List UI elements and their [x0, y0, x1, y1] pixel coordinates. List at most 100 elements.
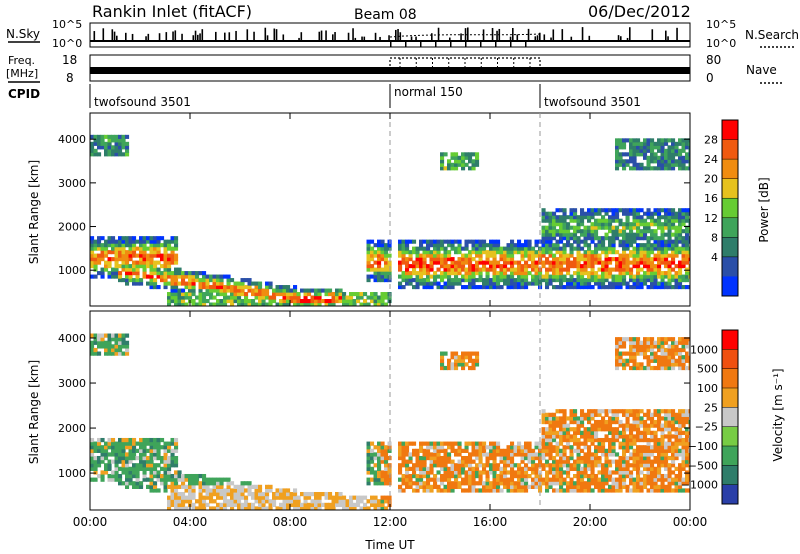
velocity-cell — [205, 484, 210, 489]
velocity-cell — [622, 351, 627, 356]
power-cell — [363, 292, 368, 297]
velocity-cell — [618, 423, 623, 428]
power-cell — [226, 288, 231, 293]
velocity-cell — [622, 452, 627, 457]
velocity-cell — [174, 491, 179, 497]
velocity-cell — [618, 430, 623, 435]
power-cell — [555, 208, 560, 213]
velocity-cell — [482, 466, 487, 471]
velocity-cell — [195, 473, 200, 479]
velocity-cell — [156, 437, 161, 443]
velocity-cell — [457, 481, 462, 486]
power-cell — [552, 274, 557, 279]
velocity-cell — [422, 455, 427, 461]
velocity-cell — [174, 441, 179, 446]
velocity-cell — [636, 445, 641, 450]
velocity-cell — [580, 416, 585, 421]
velocity-cell — [408, 441, 413, 446]
velocity-cell — [135, 455, 140, 461]
power-cell — [664, 162, 669, 167]
power-cell — [170, 239, 175, 244]
power-cell — [667, 145, 672, 150]
velocity-cell — [678, 434, 683, 439]
velocity-cell — [548, 481, 553, 486]
velocity-cell — [524, 481, 529, 486]
power-cell — [128, 253, 133, 258]
power-cell — [562, 278, 567, 283]
power-cell — [321, 288, 326, 293]
velocity-cell — [632, 455, 637, 461]
power-cell — [611, 285, 616, 290]
power-cell — [377, 253, 382, 258]
power-cell — [559, 264, 564, 269]
power-cell — [279, 302, 284, 306]
power-cell — [195, 271, 200, 276]
velocity-cell — [531, 470, 536, 475]
power-cell — [667, 246, 672, 251]
velocity-cell — [622, 455, 627, 461]
velocity-cell — [562, 445, 567, 450]
power-cell — [121, 134, 126, 139]
power-cell — [685, 138, 690, 143]
power-cell — [520, 285, 525, 290]
velocity-cell — [590, 434, 595, 439]
power-cell — [177, 274, 182, 279]
velocity-cell — [247, 502, 252, 507]
power-cell — [573, 257, 578, 262]
power-cell — [506, 246, 511, 251]
velocity-cell — [450, 481, 455, 486]
power-cell — [205, 281, 210, 286]
power-cell — [436, 285, 441, 290]
power-cell — [548, 239, 553, 244]
power-cell — [373, 243, 378, 248]
velocity-cell — [142, 455, 147, 461]
power-cell — [195, 295, 200, 300]
velocity-cell — [590, 430, 595, 435]
power-cell — [590, 274, 595, 279]
power-cell — [660, 148, 665, 153]
velocity-cell — [681, 362, 686, 367]
power-cell — [674, 253, 679, 258]
power-cell — [422, 278, 427, 283]
velocity-cell — [342, 499, 347, 504]
power-cell — [436, 281, 441, 286]
power-cell — [107, 141, 112, 146]
power-cell — [685, 278, 690, 283]
power-cell — [142, 239, 147, 244]
velocity-cell — [440, 459, 445, 464]
power-cell — [230, 299, 235, 304]
power-cell — [622, 278, 627, 283]
velocity-cell — [513, 484, 518, 489]
velocity-cell — [450, 463, 455, 468]
velocity-cell — [100, 459, 105, 464]
velocity-cell — [422, 448, 427, 453]
power-cell — [618, 257, 623, 262]
power-cell — [664, 253, 669, 258]
velocity-ylabel: Slant Range [km] — [27, 360, 41, 464]
velocity-cell — [408, 477, 413, 482]
power-cell — [100, 257, 105, 262]
velocity-cell — [412, 470, 417, 475]
velocity-cell — [426, 473, 431, 479]
power-cell — [618, 208, 623, 213]
velocity-cell — [240, 488, 245, 493]
velocity-cell — [583, 430, 588, 435]
power-cell — [664, 211, 669, 216]
power-cell — [513, 281, 518, 286]
velocity-cell — [615, 337, 620, 342]
velocity-cell — [100, 437, 105, 443]
power-cell — [104, 260, 109, 265]
velocity-cell — [111, 333, 116, 338]
velocity-cell — [272, 495, 277, 500]
power-cell — [139, 246, 144, 251]
power-cell — [233, 299, 238, 304]
power-cell — [562, 257, 567, 262]
power-cell — [639, 243, 644, 248]
power-cell — [580, 281, 585, 286]
velocity-cell — [646, 466, 651, 471]
velocity-cell — [475, 355, 480, 360]
velocity-cell — [587, 481, 592, 486]
power-cell — [366, 243, 371, 248]
power-cell — [328, 288, 333, 293]
velocity-cell — [629, 463, 634, 468]
